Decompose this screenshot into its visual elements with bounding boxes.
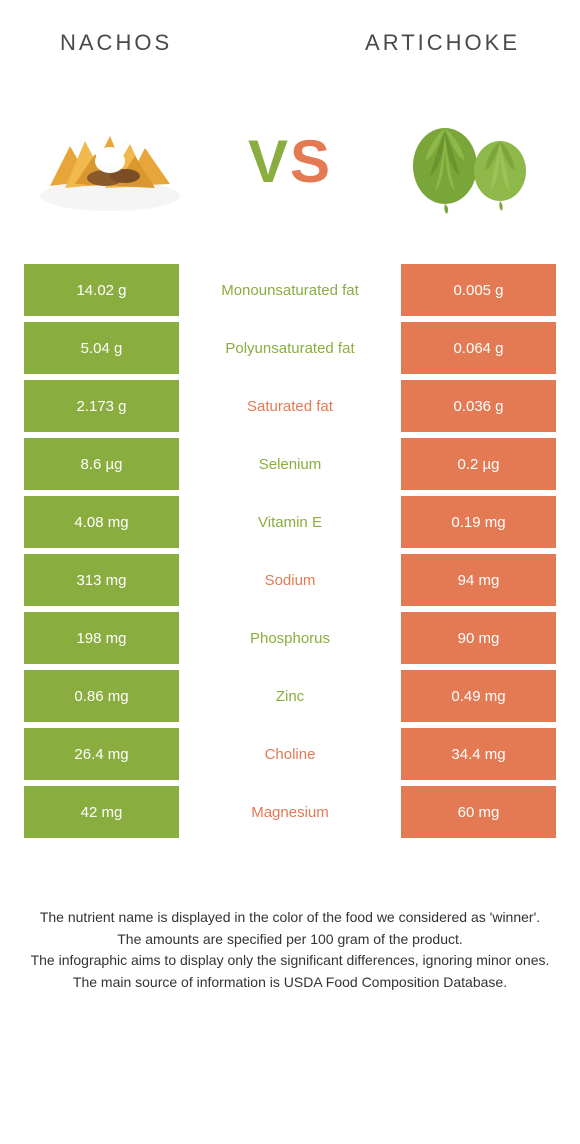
left-value-cell: 5.04 g	[24, 322, 179, 374]
left-value-cell: 313 mg	[24, 554, 179, 606]
vs-row: VS	[0, 66, 580, 256]
left-food-title: Nachos	[60, 30, 172, 56]
footer-line: The amounts are specified per 100 gram o…	[30, 930, 550, 950]
nachos-image	[30, 101, 190, 221]
nutrient-label-cell: Saturated fat	[185, 380, 395, 432]
table-row: 313 mgSodium94 mg	[24, 554, 556, 606]
right-value-cell: 0.19 mg	[401, 496, 556, 548]
vs-letter-s: S	[290, 128, 332, 195]
right-value-cell: 0.005 g	[401, 264, 556, 316]
table-row: 5.04 gPolyunsaturated fat0.064 g	[24, 322, 556, 374]
nutrient-label-cell: Sodium	[185, 554, 395, 606]
left-value-cell: 2.173 g	[24, 380, 179, 432]
nutrient-label-cell: Phosphorus	[185, 612, 395, 664]
right-value-cell: 0.064 g	[401, 322, 556, 374]
left-value-cell: 8.6 µg	[24, 438, 179, 490]
right-value-cell: 90 mg	[401, 612, 556, 664]
footer-line: The infographic aims to display only the…	[30, 951, 550, 971]
footer-notes: The nutrient name is displayed in the co…	[0, 838, 580, 1014]
table-row: 8.6 µgSelenium0.2 µg	[24, 438, 556, 490]
vs-label: VS	[248, 127, 332, 196]
table-row: 42 mgMagnesium60 mg	[24, 786, 556, 838]
table-row: 0.86 mgZinc0.49 mg	[24, 670, 556, 722]
right-value-cell: 0.036 g	[401, 380, 556, 432]
nutrient-table: 14.02 gMonounsaturated fat0.005 g5.04 gP…	[0, 256, 580, 838]
table-row: 26.4 mgCholine34.4 mg	[24, 728, 556, 780]
nutrient-label-cell: Selenium	[185, 438, 395, 490]
nutrient-label-cell: Magnesium	[185, 786, 395, 838]
footer-line: The main source of information is USDA F…	[30, 973, 550, 993]
header-row: Nachos Artichoke	[0, 0, 580, 66]
footer-line: The nutrient name is displayed in the co…	[30, 908, 550, 928]
left-value-cell: 14.02 g	[24, 264, 179, 316]
right-value-cell: 60 mg	[401, 786, 556, 838]
nutrient-label-cell: Choline	[185, 728, 395, 780]
table-row: 2.173 gSaturated fat0.036 g	[24, 380, 556, 432]
right-value-cell: 0.49 mg	[401, 670, 556, 722]
right-value-cell: 94 mg	[401, 554, 556, 606]
right-food-title: Artichoke	[365, 30, 520, 56]
left-value-cell: 4.08 mg	[24, 496, 179, 548]
table-row: 198 mgPhosphorus90 mg	[24, 612, 556, 664]
nachos-icon	[35, 106, 185, 216]
nutrient-label-cell: Vitamin E	[185, 496, 395, 548]
nutrient-label-cell: Zinc	[185, 670, 395, 722]
left-value-cell: 0.86 mg	[24, 670, 179, 722]
right-value-cell: 0.2 µg	[401, 438, 556, 490]
nutrient-label-cell: Polyunsaturated fat	[185, 322, 395, 374]
table-row: 4.08 mgVitamin E0.19 mg	[24, 496, 556, 548]
left-value-cell: 42 mg	[24, 786, 179, 838]
left-value-cell: 198 mg	[24, 612, 179, 664]
artichoke-icon	[395, 106, 545, 216]
table-row: 14.02 gMonounsaturated fat0.005 g	[24, 264, 556, 316]
nutrient-label-cell: Monounsaturated fat	[185, 264, 395, 316]
left-value-cell: 26.4 mg	[24, 728, 179, 780]
right-value-cell: 34.4 mg	[401, 728, 556, 780]
artichoke-image	[390, 101, 550, 221]
vs-letter-v: V	[248, 128, 290, 195]
